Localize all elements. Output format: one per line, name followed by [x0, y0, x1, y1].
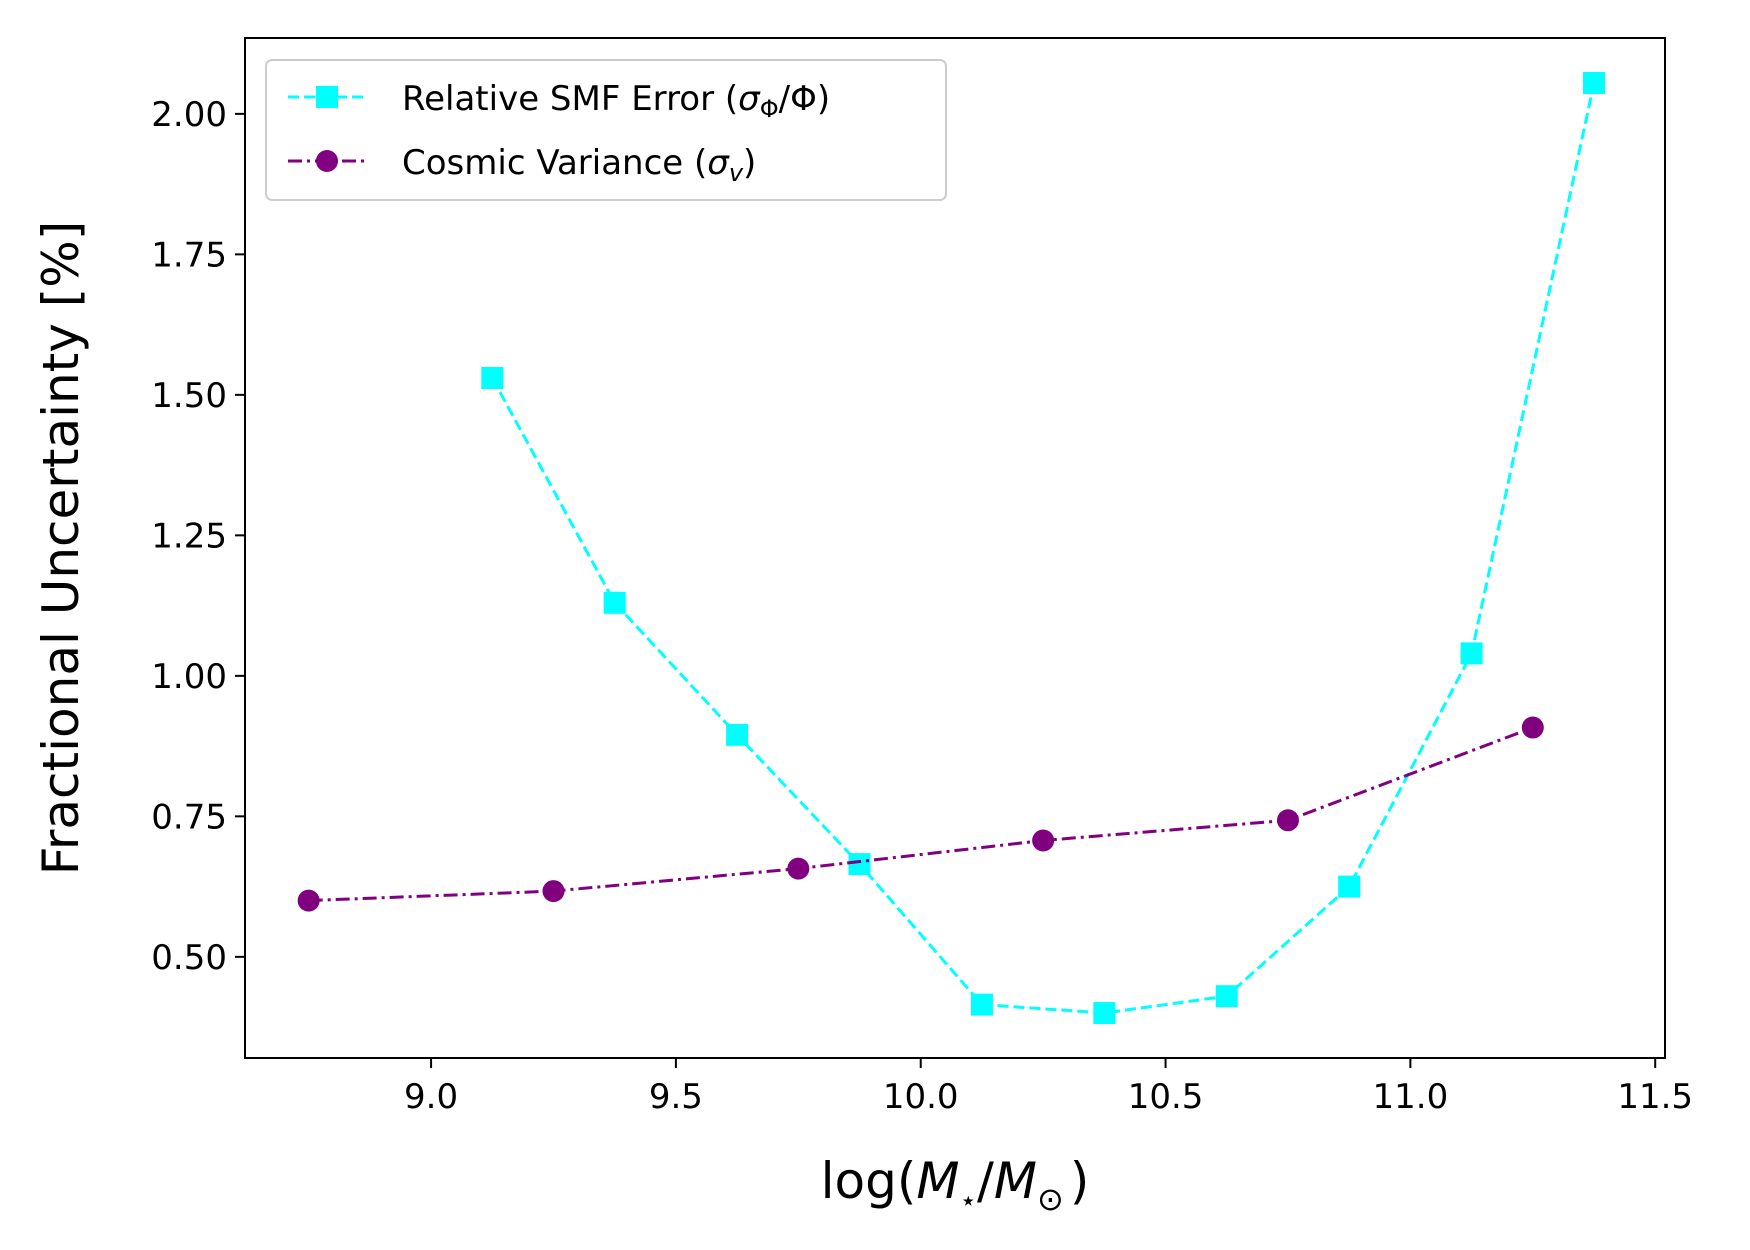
series-line-cosmic-variance: [308, 726, 1534, 903]
x-label-log: log(: [821, 1152, 917, 1210]
x-tick-label: 11.5: [1617, 1077, 1693, 1117]
data-point-cosmic-variance: [542, 880, 565, 903]
data-point-smf-error: [726, 723, 749, 746]
legend-smf-sigma: σ: [738, 79, 761, 119]
data-point-smf-error: [481, 367, 504, 389]
x-label-close: ): [1070, 1152, 1090, 1210]
legend-box: [265, 59, 947, 201]
data-point-cosmic-variance: [1276, 809, 1299, 832]
y-tick-label: 1.50: [151, 376, 227, 416]
data-point-cosmic-variance: [787, 857, 810, 880]
data-point-smf-error: [1093, 1002, 1116, 1025]
legend-cv-sigma: σ: [707, 143, 730, 183]
x-axis-label: log(M⋆/M⊙): [821, 1152, 1090, 1218]
y-tick-label: 1.75: [151, 235, 227, 275]
x-label-sun-sub: ⊙: [1037, 1180, 1064, 1218]
data-point-smf-error: [603, 591, 626, 614]
data-point-cosmic-variance: [1521, 716, 1544, 739]
x-tick-label: 11.0: [1373, 1077, 1449, 1117]
data-point-smf-error: [848, 853, 871, 876]
y-tick-label: 0.75: [151, 797, 227, 837]
data-point-cosmic-variance: [297, 889, 320, 912]
x-label-m-sun: M: [994, 1152, 1037, 1210]
legend-cv-sub: v: [729, 159, 744, 187]
data-point-cosmic-variance: [1032, 829, 1055, 852]
x-label-star-sub: ⋆: [960, 1184, 978, 1217]
legend: Relative SMF Error (σΦ/Φ) Cosmic Varianc…: [265, 59, 947, 201]
series-layer: [297, 71, 1605, 1025]
legend-cv-label: Cosmic Variance (σv): [402, 143, 756, 187]
data-point-smf-error: [1215, 985, 1238, 1008]
data-point-smf-error: [970, 993, 993, 1016]
x-tick-label: 10.5: [1128, 1077, 1204, 1117]
y-axis-ticks: 0.50 0.75 1.00 1.25 1.50 1.75 2.00: [151, 95, 245, 978]
legend-cv-marker: [316, 150, 338, 172]
x-tick-label: 9.0: [404, 1077, 458, 1117]
y-axis-label: Fractional Uncertainty [%]: [32, 221, 90, 876]
data-point-smf-error: [1583, 71, 1605, 94]
y-tick-label: 1.25: [151, 516, 227, 556]
legend-smf-suffix: /Φ): [779, 79, 830, 119]
legend-smf-prefix: Relative SMF Error (: [402, 79, 738, 119]
legend-smf-label: Relative SMF Error (σΦ/Φ): [402, 79, 830, 123]
y-tick-label: 2.00: [151, 95, 227, 135]
x-tick-label: 10.0: [883, 1077, 959, 1117]
x-tick-label: 9.5: [649, 1077, 703, 1117]
legend-smf-sub: Φ: [760, 95, 779, 123]
series-line-smf-error: [490, 82, 1596, 1015]
x-label-slash: /: [977, 1152, 994, 1210]
data-point-smf-error: [1338, 875, 1361, 898]
legend-cv-prefix: Cosmic Variance (: [402, 143, 707, 183]
y-tick-label: 1.00: [151, 657, 227, 697]
legend-cv-suffix: ): [743, 143, 756, 183]
y-tick-label: 0.50: [151, 938, 227, 978]
legend-smf-marker: [316, 86, 338, 108]
x-axis-ticks: 9.0 9.5 10.0 10.5 11.0 11.5: [404, 1058, 1693, 1117]
x-label-m-star: M: [916, 1152, 959, 1210]
plot-frame: [244, 37, 1666, 1059]
data-point-smf-error: [1460, 642, 1483, 665]
